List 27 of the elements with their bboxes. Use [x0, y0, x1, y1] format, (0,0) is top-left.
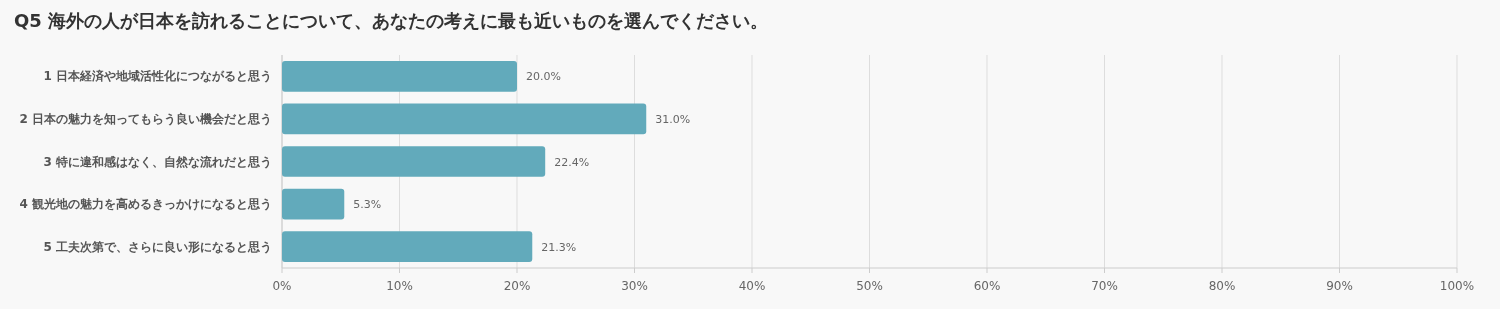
data-label: 5.3%: [353, 198, 382, 212]
y-tick-label: 4 観光地の魅力を高めるきっかけになると思う: [19, 197, 272, 212]
x-tick-label: 50%: [856, 279, 883, 293]
x-tick-label: 30%: [621, 279, 648, 293]
x-tick-label: 0%: [272, 279, 292, 293]
data-label: 22.4%: [554, 155, 590, 169]
bar: [282, 188, 345, 220]
x-tick-label: 100%: [1439, 279, 1475, 293]
bar: [282, 103, 647, 135]
bar: [282, 146, 546, 177]
y-tick-label: 1 日本経済や地域活性化につながると思う: [43, 69, 272, 84]
y-tick-label: 2 日本の魅力を知ってもらう良い機会だと思う: [19, 111, 272, 126]
x-tick-label: 90%: [1326, 279, 1353, 293]
data-label: 20.0%: [526, 70, 561, 84]
bar: [282, 60, 517, 92]
data-label: 21.3%: [541, 240, 577, 254]
x-tick-label: 10%: [386, 279, 413, 293]
y-tick-label: 3 特に違和感はなく、自然な流れだと思う: [43, 154, 272, 169]
bar: [282, 231, 533, 263]
x-tick-label: 80%: [1208, 279, 1236, 293]
chart-title: Q5 海外の人が日本を訪れることについて、あなたの考えに最も近いものを選んでください。: [14, 10, 769, 31]
x-tick-label: 20%: [503, 279, 531, 293]
x-tick-label: 70%: [1091, 279, 1118, 293]
x-tick-label: 40%: [738, 279, 766, 293]
x-tick-label: 60%: [973, 279, 1001, 293]
y-tick-label: 5 工夫次第で、さらに良い形になると思う: [43, 239, 272, 254]
data-label: 31.0%: [655, 112, 691, 126]
